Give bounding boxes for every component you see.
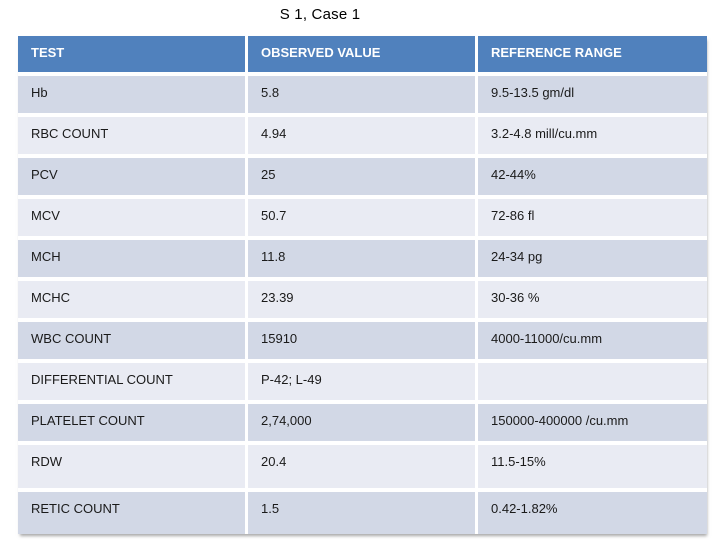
test-cell: Hb bbox=[18, 76, 248, 117]
results-table: TEST OBSERVED VALUE REFERENCE RANGE Hb 5.… bbox=[18, 36, 707, 534]
column-header-observed-value: OBSERVED VALUE bbox=[248, 36, 478, 76]
observed-value-cell: 2,74,000 bbox=[248, 404, 478, 445]
reference-range-cell: 150000-400000 /cu.mm bbox=[478, 404, 707, 445]
results-table-body: Hb 5.8 9.5-13.5 gm/dl RBC COUNT 4.94 3.2-4.8 … bbox=[18, 76, 707, 534]
observed-value-cell: 5.8 bbox=[248, 76, 478, 117]
test-cell: MCHC bbox=[18, 281, 248, 322]
observed-value-cell: 15910 bbox=[248, 322, 478, 363]
observed-value-cell: 4.94 bbox=[248, 117, 478, 158]
table-row: MCV 50.7 72-86 fl bbox=[18, 199, 707, 240]
test-cell: PLATELET COUNT bbox=[18, 404, 248, 445]
reference-range-cell: 24-34 pg bbox=[478, 240, 707, 281]
observed-value-cell: 20.4 bbox=[248, 445, 478, 492]
table-row: MCHC 23.39 30-36 % bbox=[18, 281, 707, 322]
table-row: PCV 25 42-44% bbox=[18, 158, 707, 199]
reference-range-cell: 9.5-13.5 gm/dl bbox=[478, 76, 707, 117]
column-header-test: TEST bbox=[18, 36, 248, 76]
test-cell: DIFFERENTIAL COUNT bbox=[18, 363, 248, 404]
observed-value-cell: 23.39 bbox=[248, 281, 478, 322]
observed-value-cell: 50.7 bbox=[248, 199, 478, 240]
test-cell: RBC COUNT bbox=[18, 117, 248, 158]
table-row: PLATELET COUNT 2,74,000 150000-400000 /cu.… bbox=[18, 404, 707, 445]
header-row: TEST OBSERVED VALUE REFERENCE RANGE bbox=[18, 36, 707, 76]
test-cell: RETIC COUNT bbox=[18, 492, 248, 534]
test-cell: PCV bbox=[18, 158, 248, 199]
reference-range-cell: 3.2-4.8 mill/cu.mm bbox=[478, 117, 707, 158]
column-header-reference-range: REFERENCE RANGE bbox=[478, 36, 707, 76]
test-cell: WBC COUNT bbox=[18, 322, 248, 363]
test-cell: MCH bbox=[18, 240, 248, 281]
observed-value-cell: P-42; L-49 bbox=[248, 363, 478, 404]
reference-range-cell: 11.5-15% bbox=[478, 445, 707, 492]
observed-value-cell: 1.5 bbox=[248, 492, 478, 534]
table-row: DIFFERENTIAL COUNT P-42; L-49 bbox=[18, 363, 707, 404]
table-row: WBC COUNT 15910 4000-11000/cu.mm bbox=[18, 322, 707, 363]
reference-range-cell: 30-36 % bbox=[478, 281, 707, 322]
table-row: RBC COUNT 4.94 3.2-4.8 mill/cu.mm bbox=[18, 117, 707, 158]
reference-range-cell bbox=[478, 363, 707, 404]
table-row: RDW 20.4 11.5-15% bbox=[18, 445, 707, 492]
observed-value-cell: 11.8 bbox=[248, 240, 478, 281]
test-cell: RDW bbox=[18, 445, 248, 492]
reference-range-cell: 42-44% bbox=[478, 158, 707, 199]
reference-range-cell: 0.42-1.82% bbox=[478, 492, 707, 534]
slide-title: S 1, Case 1 bbox=[279, 6, 361, 23]
observed-value-cell: 25 bbox=[248, 158, 478, 199]
table-row: RETIC COUNT 1.5 0.42-1.82% bbox=[18, 492, 707, 534]
table-row: MCH 11.8 24-34 pg bbox=[18, 240, 707, 281]
test-cell: MCV bbox=[18, 199, 248, 240]
results-table-header: TEST OBSERVED VALUE REFERENCE RANGE bbox=[18, 36, 707, 76]
table-row: Hb 5.8 9.5-13.5 gm/dl bbox=[18, 76, 707, 117]
reference-range-cell: 72-86 fl bbox=[478, 199, 707, 240]
reference-range-cell: 4000-11000/cu.mm bbox=[478, 322, 707, 363]
